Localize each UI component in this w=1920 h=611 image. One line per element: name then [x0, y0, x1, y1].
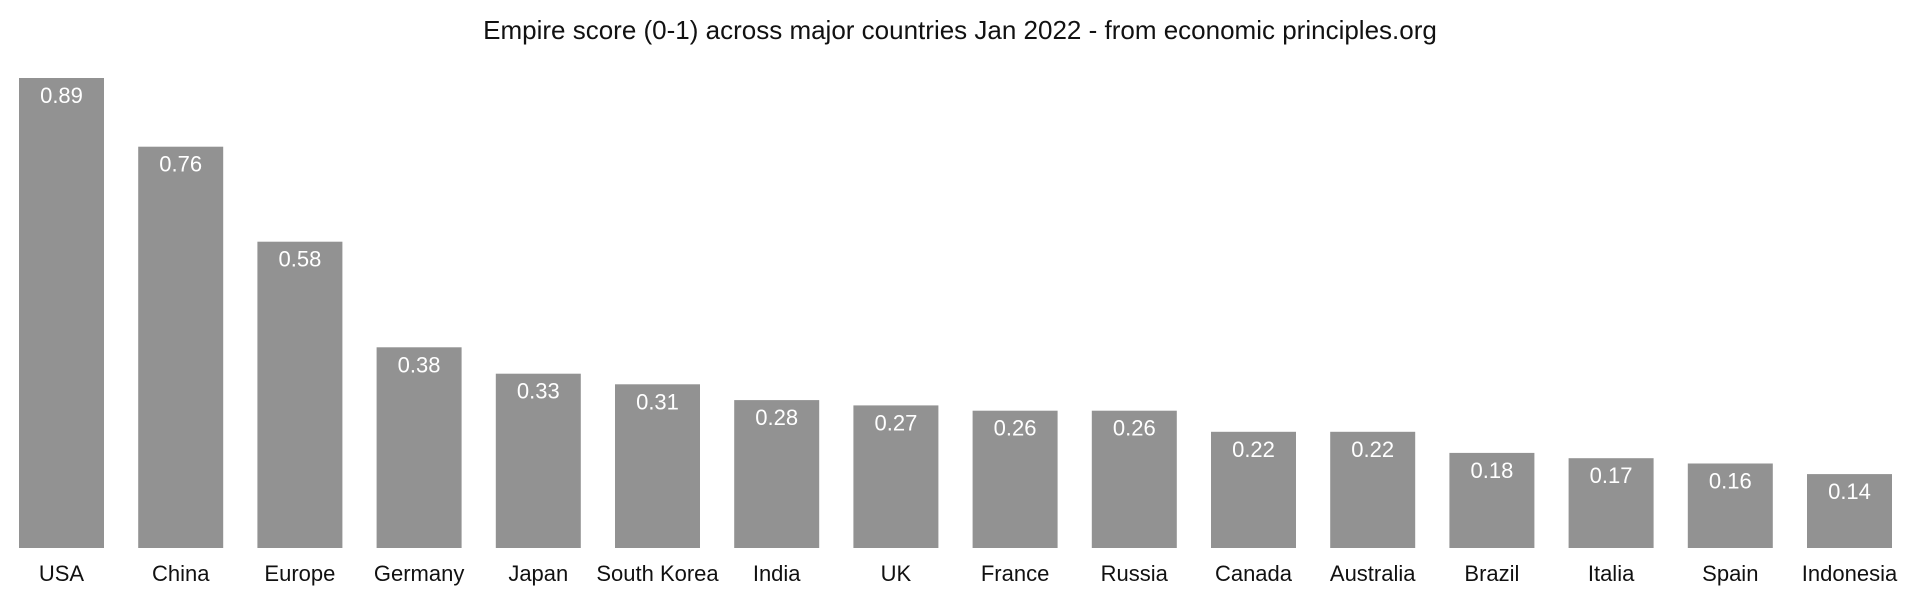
- value-label: 0.27: [874, 410, 917, 435]
- value-label: 0.28: [755, 405, 798, 430]
- category-label: India: [753, 561, 801, 586]
- value-label: 0.22: [1232, 437, 1275, 462]
- value-label: 0.31: [636, 389, 679, 414]
- value-label: 0.33: [517, 379, 560, 404]
- category-label: Indonesia: [1802, 561, 1898, 586]
- bar-spain: [1687, 463, 1773, 548]
- bar-indonesia: [1807, 474, 1892, 548]
- category-label: China: [152, 561, 210, 586]
- category-label: Italia: [1588, 561, 1635, 586]
- bar-europe: [257, 241, 343, 548]
- bar-brazil: [1449, 452, 1535, 548]
- category-label: USA: [39, 561, 85, 586]
- bar-germany: [376, 347, 462, 548]
- bar-uk: [853, 405, 939, 548]
- category-label: South Korea: [596, 561, 719, 586]
- bars-group: [19, 78, 1892, 548]
- category-labels-group: USA China Europe Germany Japan South Korea Ind…: [39, 561, 1898, 586]
- category-label: Canada: [1215, 561, 1293, 586]
- value-label: 0.26: [994, 416, 1037, 441]
- bar-china: [138, 146, 224, 548]
- category-label: Spain: [1702, 561, 1758, 586]
- category-label: UK: [881, 561, 912, 586]
- bar-south-korea: [615, 384, 700, 548]
- value-label: 0.58: [278, 247, 321, 272]
- bar-italia: [1568, 458, 1654, 548]
- value-label: 0.17: [1590, 463, 1633, 488]
- bar-russia: [1091, 410, 1177, 548]
- category-label: Brazil: [1464, 561, 1519, 586]
- bar-australia: [1330, 431, 1416, 548]
- bar-india: [734, 400, 820, 548]
- bar-usa: [19, 78, 104, 548]
- category-label: Germany: [374, 561, 464, 586]
- chart-title: Empire score (0-1) across major countrie…: [483, 15, 1437, 45]
- bar-canada: [1211, 431, 1296, 548]
- bar-japan: [495, 373, 581, 548]
- value-label: 0.14: [1828, 479, 1871, 504]
- category-label: Japan: [508, 561, 568, 586]
- category-label: France: [981, 561, 1049, 586]
- value-label: 0.38: [398, 352, 441, 377]
- value-label: 0.22: [1351, 437, 1394, 462]
- category-label: Russia: [1101, 561, 1169, 586]
- value-label: 0.16: [1709, 469, 1752, 494]
- value-label: 0.18: [1470, 458, 1513, 483]
- value-label: 0.26: [1113, 416, 1156, 441]
- value-label: 0.76: [159, 152, 202, 177]
- value-label: 0.89: [40, 83, 83, 108]
- bar-france: [972, 410, 1058, 548]
- value-labels-group: 0.89 0.76 0.58 0.38 0.33 0.31 0.28 0.27 0.26 0.26…: [40, 83, 1871, 504]
- category-label: Europe: [264, 561, 335, 586]
- category-label: Australia: [1330, 561, 1416, 586]
